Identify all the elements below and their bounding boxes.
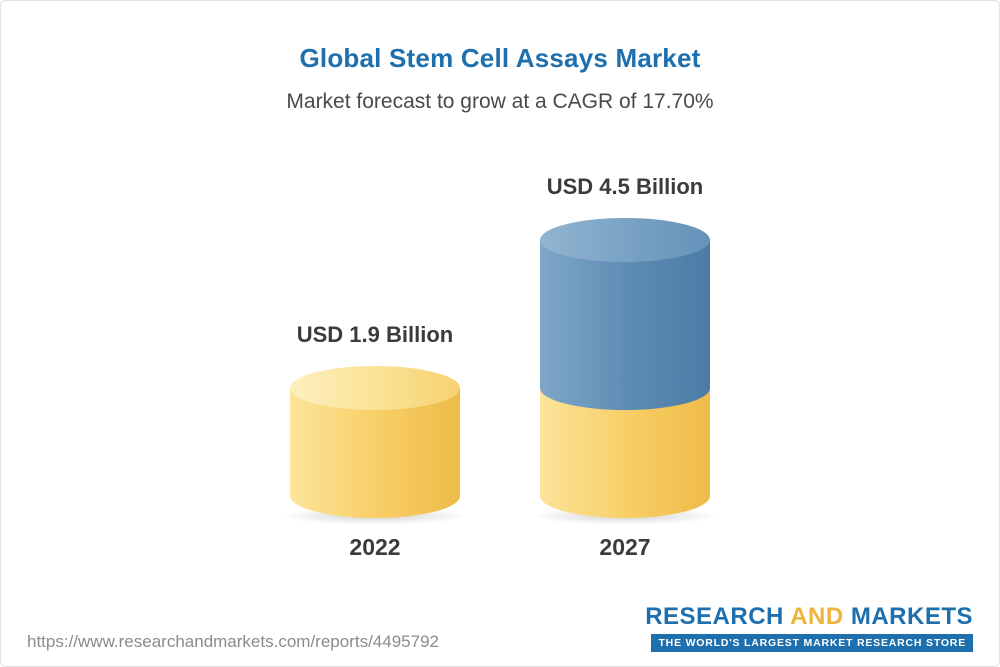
logo-wordmark: RESEARCH AND MARKETS bbox=[645, 603, 973, 631]
chart-header: Global Stem Cell Assays Market Market fo… bbox=[1, 1, 999, 114]
footer: https://www.researchandmarkets.com/repor… bbox=[27, 603, 973, 652]
logo-word-and: AND bbox=[790, 603, 844, 630]
plot-area: USD 1.9 Billion 2022 USD 4.5 Billion 202… bbox=[1, 129, 999, 561]
value-label-2022: USD 1.9 Billion bbox=[296, 321, 454, 347]
chart-title: Global Stem Cell Assays Market bbox=[299, 43, 701, 73]
cylinder-top-2027 bbox=[540, 217, 710, 262]
logo-tagline: THE WORLD'S LARGEST MARKET RESEARCH STOR… bbox=[651, 634, 973, 652]
logo-word-markets: MARKETS bbox=[850, 603, 973, 630]
chart-subtitle: Market forecast to grow at a CAGR of 17.… bbox=[286, 90, 714, 113]
value-label-2027: USD 4.5 Billion bbox=[546, 173, 704, 199]
cylinder-growth-segment-2027 bbox=[540, 239, 710, 410]
category-label-2027: 2027 bbox=[599, 534, 651, 560]
cylinder-2022 bbox=[278, 365, 472, 526]
bar-group-2022: USD 1.9 Billion 2022 bbox=[278, 321, 472, 561]
logo-word-research: RESEARCH bbox=[645, 603, 784, 630]
research-and-markets-logo[interactable]: RESEARCH AND MARKETS THE WORLD'S LARGEST… bbox=[645, 603, 973, 652]
bar-group-2027: USD 4.5 Billion 2027 bbox=[528, 173, 722, 562]
cylinder-2027 bbox=[528, 217, 722, 525]
report-url-link[interactable]: https://www.researchandmarkets.com/repor… bbox=[27, 632, 439, 651]
category-label-2022: 2022 bbox=[349, 534, 401, 560]
cylinder-top-2022 bbox=[290, 365, 460, 410]
